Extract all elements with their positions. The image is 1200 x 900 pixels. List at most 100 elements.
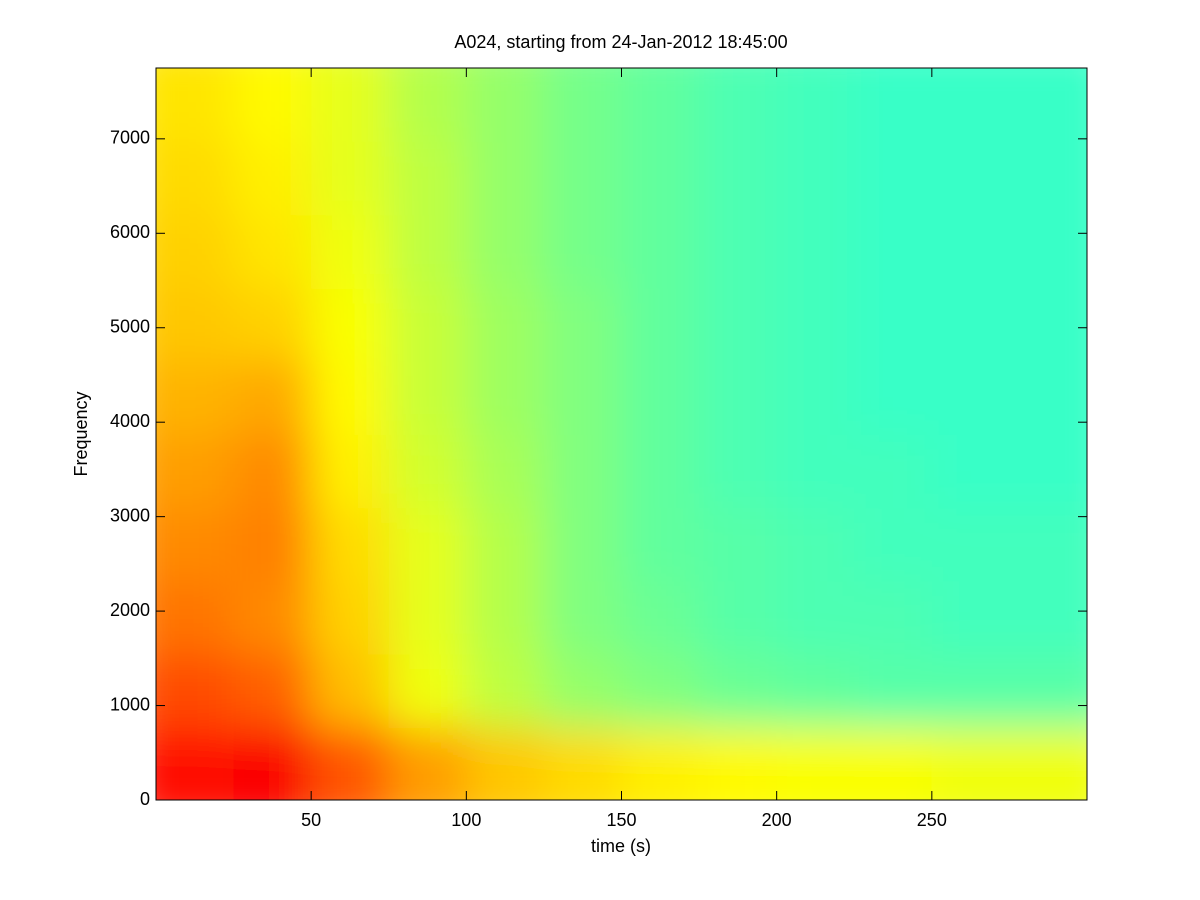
cell <box>776 360 856 435</box>
cell <box>1009 287 1087 362</box>
cell <box>388 434 468 509</box>
cell <box>156 726 235 800</box>
cell <box>621 287 701 362</box>
cell <box>466 214 545 289</box>
y-tick-label: 0 <box>140 789 150 809</box>
cell <box>311 68 390 143</box>
chart-title: A024, starting from 24-Jan-2012 18:45:00 <box>454 32 787 52</box>
cell <box>1009 653 1087 728</box>
cell <box>233 287 313 362</box>
x-tick-label: 50 <box>301 810 321 830</box>
cell <box>854 68 933 143</box>
cell <box>233 214 313 289</box>
cell <box>776 214 856 289</box>
cell <box>1009 141 1087 216</box>
cell <box>466 360 545 435</box>
cell <box>233 434 313 509</box>
cell <box>466 653 545 728</box>
cell <box>621 360 701 435</box>
cell <box>699 507 778 582</box>
y-tick-label: 2000 <box>110 600 150 620</box>
cell <box>388 580 468 655</box>
cell <box>621 653 701 728</box>
cell <box>311 287 390 362</box>
cell <box>854 287 933 362</box>
cell <box>233 507 313 582</box>
spectrogram-image <box>156 68 1087 800</box>
cell <box>854 360 933 435</box>
cell <box>1009 214 1087 289</box>
cell <box>311 360 390 435</box>
x-tick-label: 250 <box>917 810 947 830</box>
cell <box>311 141 390 216</box>
cell <box>699 360 778 435</box>
cell <box>466 141 545 216</box>
cell <box>233 360 313 435</box>
cell <box>854 507 933 582</box>
cell <box>1009 507 1087 582</box>
cell <box>466 434 545 509</box>
cell <box>931 580 1011 655</box>
cell <box>699 653 778 728</box>
cell <box>311 580 390 655</box>
cell <box>854 653 933 728</box>
cell <box>388 653 468 728</box>
cell <box>931 68 1011 143</box>
cell <box>931 360 1011 435</box>
cell <box>931 726 1011 800</box>
cell <box>931 507 1011 582</box>
cell <box>699 434 778 509</box>
cell <box>854 141 933 216</box>
cell <box>543 726 623 800</box>
cell <box>543 214 623 289</box>
x-tick-label: 150 <box>606 810 636 830</box>
cell <box>543 580 623 655</box>
cell <box>388 68 468 143</box>
cell <box>621 141 701 216</box>
cell <box>776 287 856 362</box>
cell <box>466 287 545 362</box>
y-tick-label: 3000 <box>110 505 150 525</box>
cell <box>931 653 1011 728</box>
cell <box>156 580 235 655</box>
cell <box>156 214 235 289</box>
y-tick-label: 7000 <box>110 128 150 148</box>
cell <box>388 214 468 289</box>
cell <box>388 726 468 800</box>
cell <box>776 653 856 728</box>
cell <box>776 580 856 655</box>
cell <box>776 434 856 509</box>
cell <box>543 653 623 728</box>
cell <box>466 68 545 143</box>
cell <box>388 360 468 435</box>
cell <box>621 580 701 655</box>
cell <box>1009 580 1087 655</box>
cell <box>1009 434 1087 509</box>
y-tick-label: 4000 <box>110 411 150 431</box>
cell <box>233 726 313 800</box>
cell <box>854 434 933 509</box>
cell <box>1009 68 1087 143</box>
cell <box>233 141 313 216</box>
x-tick-label: 100 <box>451 810 481 830</box>
cell <box>776 726 856 800</box>
cell <box>776 507 856 582</box>
cell <box>699 726 778 800</box>
cell <box>621 726 701 800</box>
cell <box>311 434 390 509</box>
cell <box>776 68 856 143</box>
cell <box>311 507 390 582</box>
cell <box>388 141 468 216</box>
y-tick-label: 5000 <box>110 316 150 336</box>
cell <box>466 507 545 582</box>
cell <box>311 653 390 728</box>
cell <box>156 141 235 216</box>
cell <box>466 580 545 655</box>
x-axis-label: time (s) <box>591 836 651 856</box>
cell <box>156 434 235 509</box>
cell <box>699 141 778 216</box>
cell <box>543 360 623 435</box>
cell <box>156 68 235 143</box>
cell <box>233 68 313 143</box>
